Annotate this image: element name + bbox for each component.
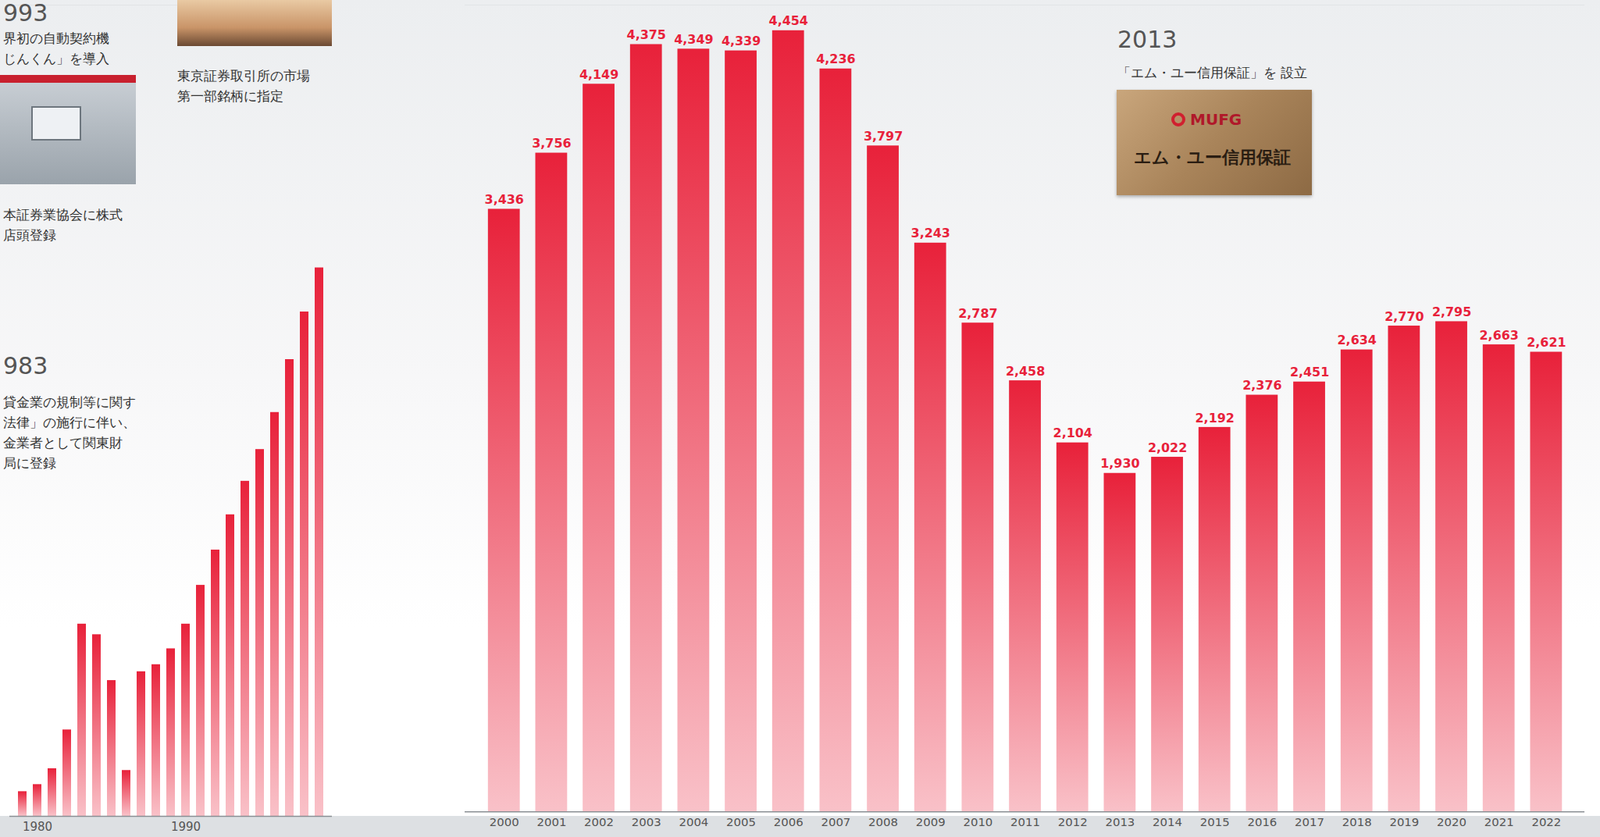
html-text:983: 983 bbox=[3, 352, 48, 380]
svg-text:4,375: 4,375 bbox=[627, 27, 667, 43]
svg-text:2013: 2013 bbox=[1104, 815, 1135, 830]
svg-text:1,930: 1,930 bbox=[1100, 456, 1140, 471]
svg-text:2,795: 2,795 bbox=[1432, 304, 1472, 320]
svg-text:1990: 1990 bbox=[171, 819, 201, 834]
svg-text:2,663: 2,663 bbox=[1479, 327, 1519, 343]
svg-text:2011: 2011 bbox=[1010, 815, 1041, 830]
html-text:局に登録: 局に登録 bbox=[3, 455, 57, 471]
html-text:本証券業協会に株式: 本証券業協会に株式 bbox=[3, 206, 123, 223]
svg-text:2005: 2005 bbox=[726, 815, 756, 830]
svg-text:2003: 2003 bbox=[631, 815, 662, 830]
svg-text:2016: 2016 bbox=[1247, 815, 1277, 830]
svg-text:2019: 2019 bbox=[1389, 815, 1419, 830]
svg-text:2007: 2007 bbox=[820, 815, 851, 830]
svg-text:2017: 2017 bbox=[1294, 815, 1325, 830]
svg-text:2,621: 2,621 bbox=[1526, 334, 1566, 350]
svg-text:4,349: 4,349 bbox=[673, 32, 713, 47]
svg-text:3,243: 3,243 bbox=[911, 225, 951, 241]
svg-text:2,458: 2,458 bbox=[1005, 363, 1045, 379]
html-text:金業者として関東財: 金業者として関東財 bbox=[3, 434, 123, 451]
html-text:993: 993 bbox=[3, 0, 48, 27]
svg-text:2006: 2006 bbox=[773, 815, 804, 830]
svg-text:2008: 2008 bbox=[868, 815, 898, 830]
svg-text:2,634: 2,634 bbox=[1337, 332, 1377, 348]
html-text:MUFG: MUFG bbox=[1190, 110, 1242, 129]
svg-text:2,192: 2,192 bbox=[1195, 410, 1235, 426]
svg-text:2010: 2010 bbox=[962, 815, 993, 830]
svg-text:2,787: 2,787 bbox=[958, 306, 998, 321]
svg-text:2004: 2004 bbox=[678, 815, 709, 830]
svg-text:2000: 2000 bbox=[489, 815, 520, 830]
html-text:法律」の施行に伴い、: 法律」の施行に伴い、 bbox=[3, 414, 136, 431]
svg-text:2,022: 2,022 bbox=[1147, 440, 1187, 456]
svg-text:2022: 2022 bbox=[1531, 815, 1561, 830]
html-text:じんくん」を導入: じんくん」を導入 bbox=[3, 50, 110, 67]
html-text:貸金業の規制等に関す: 貸金業の規制等に関す bbox=[3, 394, 136, 410]
html-text:界初の自動契約機: 界初の自動契約機 bbox=[3, 30, 110, 47]
svg-text:2020: 2020 bbox=[1436, 815, 1467, 830]
svg-text:2009: 2009 bbox=[915, 815, 946, 830]
html-text:店頭登録: 店頭登録 bbox=[3, 227, 57, 243]
svg-text:2014: 2014 bbox=[1152, 815, 1183, 830]
svg-text:3,756: 3,756 bbox=[531, 135, 571, 151]
svg-text:2018: 2018 bbox=[1342, 815, 1372, 830]
svg-text:4,149: 4,149 bbox=[579, 67, 619, 82]
svg-text:1980: 1980 bbox=[22, 819, 53, 834]
html-text:「エム・ユー信用保証」を 設立: 「エム・ユー信用保証」を 設立 bbox=[1117, 64, 1308, 81]
svg-text:3,797: 3,797 bbox=[863, 128, 903, 144]
html-text:2013: 2013 bbox=[1117, 25, 1178, 54]
svg-text:2021: 2021 bbox=[1484, 815, 1515, 830]
svg-text:2002: 2002 bbox=[584, 815, 614, 830]
svg-text:2,451: 2,451 bbox=[1289, 364, 1330, 380]
svg-text:4,454: 4,454 bbox=[769, 13, 809, 29]
svg-text:2012: 2012 bbox=[1058, 815, 1088, 830]
svg-text:3,436: 3,436 bbox=[484, 192, 524, 207]
svg-text:2001: 2001 bbox=[536, 815, 567, 830]
svg-text:2,770: 2,770 bbox=[1384, 309, 1424, 325]
html-text:第一部銘柄に指定: 第一部銘柄に指定 bbox=[177, 88, 284, 104]
svg-text:2,376: 2,376 bbox=[1242, 377, 1282, 393]
svg-text:4,236: 4,236 bbox=[816, 51, 856, 67]
html-text:東京証券取引所の市場: 東京証券取引所の市場 bbox=[177, 67, 311, 84]
svg-text:2015: 2015 bbox=[1200, 815, 1230, 830]
svg-text:2,104: 2,104 bbox=[1053, 425, 1093, 441]
svg-text:4,339: 4,339 bbox=[721, 33, 761, 49]
html-text:エム・ユー信用保証: エム・ユー信用保証 bbox=[1133, 147, 1291, 168]
